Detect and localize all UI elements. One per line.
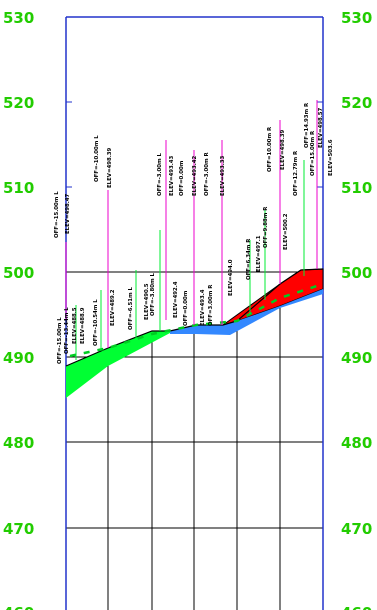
elev-label-left-460: 460 [3,604,34,610]
annotation-26: ELEV=497.1 [256,235,262,272]
annotation-6: ELEV=488.9 [80,307,86,344]
elev-label-left-480: 480 [3,434,34,452]
annotation-18: ELEV=493.42 [192,155,198,196]
annotation-17: OFF=0.00m [179,160,185,196]
elev-label-left-500: 500 [3,264,34,282]
elev-label-left-510: 510 [3,179,34,197]
elevation-labels-right: 530 520 510 500 490 480 470 460 [341,9,372,610]
annotation-5: ELEV=488.5 [72,307,78,344]
annotation-34: ELEV=498.57 [318,107,324,148]
annotation-22: OFF=3.00m R [208,284,214,326]
elev-label-left-470: 470 [3,520,34,538]
elev-label-right-490: 490 [341,349,372,367]
annotation-16: ELEV=492.4 [173,281,179,318]
annotation-28: OFF=9.88m R [263,206,269,248]
annotation-9: ELEV=498.39 [107,147,113,188]
annotation-8: OFF=-10.00m L [94,135,100,182]
annotation-3: OFF=-15.00m L [57,317,63,364]
annotation-23: ELEV=493.33 [220,155,226,196]
elev-label-left-490: 490 [3,349,34,367]
annotation-7: OFF=-10.54m L [93,299,99,346]
existing-ground-line [69,282,324,358]
annotation-33: OFF=15.00m R [310,130,316,176]
annotation-30: ELEV=500.2 [283,213,289,250]
elev-label-right-530: 530 [341,9,372,27]
elev-label-right-520: 520 [341,94,372,112]
vertical-grid [107,305,281,610]
tick-marks [66,101,323,188]
annotation-29: ELEV=498.39 [280,129,286,170]
annotation-35: ELEV=503.6 [328,139,334,176]
annotation-10: ELEV=489.2 [110,289,116,326]
pavement-layer [170,289,323,335]
annotation-11: OFF=-6.51m L [128,287,134,330]
design-ground-leaders [75,160,305,360]
elev-label-right-470: 470 [341,520,372,538]
station-annotations: OFF=-15.00m L ELEV=498.47 OFF=-15.00m L … [54,102,334,364]
elev-label-left-520: 520 [3,94,34,112]
annotation-2: ELEV=498.47 [65,193,71,234]
existing-ground-leaders [65,100,318,348]
annotation-12: ELEV=490.5 [144,283,150,320]
annotation-32: OFF=14.93m R [304,102,310,148]
annotation-15: ELEV=493.43 [169,155,175,196]
annotation-14: OFF=-3.00m L [157,153,163,196]
annotation-13: OFF=-3.80m L [150,273,156,316]
annotation-21: OFF=-3.00m R [204,152,210,196]
annotation-25: OFF=6.34m R [246,238,252,280]
annotation-24: ELEV=494.0 [228,259,234,296]
elevation-labels-left: 530 520 510 500 490 480 470 460 [3,9,34,610]
annotation-20: ELEV=493.4 [200,289,206,326]
annotation-4: OFF=-13.44m L [64,307,70,354]
elev-label-left-530: 530 [3,9,34,27]
design-ground-line [65,268,324,367]
annotation-1: OFF=-15.00m L [54,191,60,238]
annotation-31: OFF=12.79m R [293,150,299,196]
annotation-27: OFF=10.00m R [267,126,273,172]
elev-label-right-480: 480 [341,434,372,452]
elev-label-right-500: 500 [341,264,372,282]
elev-label-right-510: 510 [341,179,372,197]
annotation-19: OFF=0.00m [183,290,189,326]
elev-label-right-460: 460 [341,604,372,610]
